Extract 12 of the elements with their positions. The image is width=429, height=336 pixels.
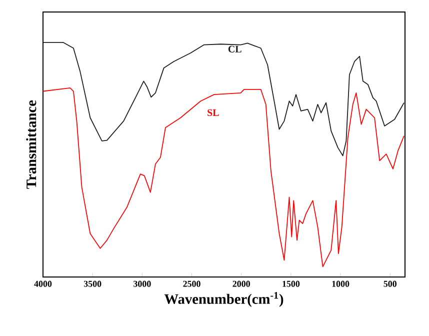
x-tick-label: 4000 xyxy=(34,280,52,287)
y-axis-title: Transmittance xyxy=(26,100,36,189)
x-tick-label: 3000 xyxy=(134,280,151,287)
x-tick-label: 1000 xyxy=(332,280,350,287)
x-tick-label: 3500 xyxy=(84,280,102,287)
series-label: SL xyxy=(208,109,219,116)
x-tick-label: 500 xyxy=(384,280,397,287)
x-axis-title: Wavenumber(cm$^{-1}$) xyxy=(164,292,284,307)
x-tick-label: 2000 xyxy=(232,280,250,287)
x-tick-label: 1500 xyxy=(282,280,300,287)
series-label: CL xyxy=(228,46,242,52)
x-tick-label: 2500 xyxy=(183,280,200,287)
